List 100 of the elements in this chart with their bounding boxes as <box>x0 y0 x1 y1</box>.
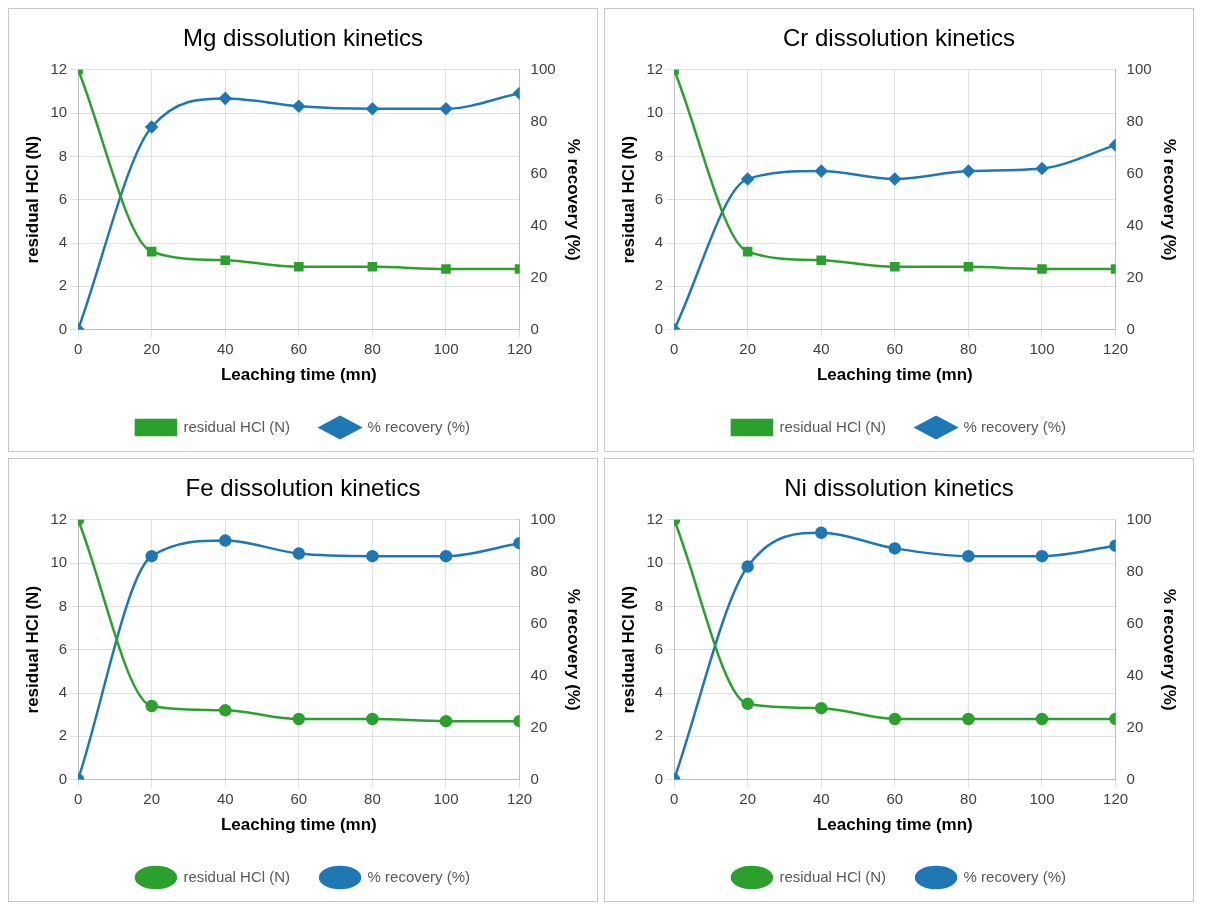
point <box>1035 549 1049 563</box>
x-axis-title: Leaching time (mn) <box>220 365 377 385</box>
y-tick-label: 0 <box>654 769 664 787</box>
y-tick-label: 8 <box>58 596 68 614</box>
y-tick-label: 6 <box>58 189 68 207</box>
point <box>816 255 827 266</box>
x-tick-label: 0 <box>669 339 679 357</box>
point <box>439 102 453 116</box>
point <box>145 120 158 134</box>
x-tick-label: 20 <box>143 339 161 357</box>
y2-tick-label: 80 <box>530 561 548 579</box>
x-tick-label: 40 <box>216 789 234 807</box>
x-tick-label: 40 <box>812 789 830 807</box>
y2-tick-label: 60 <box>1126 163 1144 181</box>
y-tick-label: 2 <box>58 276 68 294</box>
x-tick-label: 80 <box>960 789 977 807</box>
point <box>294 262 304 272</box>
point <box>439 714 453 728</box>
x-tick-label: 60 <box>290 789 308 807</box>
y2-tick-label: 40 <box>530 215 548 233</box>
point <box>888 712 902 726</box>
x-tick-label: 60 <box>290 339 308 357</box>
y2-tick-label: 60 <box>1126 613 1144 631</box>
y-tick-label: 10 <box>50 103 68 121</box>
x-tick-label: 0 <box>669 789 679 807</box>
y-tick-label: 4 <box>654 233 664 251</box>
y-tick-label: 10 <box>50 553 68 571</box>
y-tick-label: 6 <box>654 189 664 207</box>
x-tick-label: 120 <box>507 339 533 357</box>
x-tick-label: 120 <box>1103 789 1129 807</box>
y2-axis-title: % recovery (%) <box>1160 588 1180 711</box>
point <box>219 92 232 105</box>
chart-title: Cr dissolution kinetics <box>782 24 1016 52</box>
y-tick-label: 12 <box>50 509 68 527</box>
point <box>366 102 379 116</box>
y-tick-label: 0 <box>654 319 664 337</box>
x-tick-label: 80 <box>364 789 381 807</box>
y2-tick-label: 40 <box>1126 215 1144 233</box>
legend-label: residual HCl (N) <box>779 867 887 885</box>
x-tick-label: 60 <box>886 789 904 807</box>
y2-tick-label: 20 <box>530 717 548 735</box>
y-tick-label: 8 <box>58 146 68 164</box>
y-tick-label: 4 <box>58 233 68 251</box>
y-tick-label: 2 <box>654 276 664 294</box>
point <box>145 699 158 713</box>
x-tick-label: 100 <box>433 339 459 357</box>
legend-label: % recovery (%) <box>963 417 1067 435</box>
point <box>963 262 974 272</box>
point <box>292 712 306 726</box>
chart-title: Ni dissolution kinetics <box>784 474 1014 502</box>
x-tick-label: 60 <box>886 339 904 357</box>
legend-label: % recovery (%) <box>367 417 471 435</box>
point <box>962 549 975 563</box>
y2-tick-label: 80 <box>1126 561 1144 579</box>
x-tick-label: 120 <box>507 789 533 807</box>
y-axis-title: residual HCl (N) <box>22 135 42 264</box>
y2-axis-title: % recovery (%) <box>1160 138 1180 261</box>
y2-tick-label: 80 <box>1126 111 1144 129</box>
point <box>742 246 753 257</box>
legend-label: residual HCl (N) <box>779 417 887 435</box>
y-tick-label: 0 <box>58 769 68 787</box>
y-tick-label: 2 <box>58 726 68 744</box>
point <box>815 701 828 715</box>
x-tick-label: 0 <box>73 339 83 357</box>
point <box>366 549 379 563</box>
y2-axis-title: % recovery (%) <box>564 138 584 261</box>
point <box>1035 162 1049 175</box>
y-tick-label: 6 <box>58 639 68 657</box>
x-tick-label: 80 <box>960 339 977 357</box>
x-tick-label: 20 <box>143 789 161 807</box>
point <box>220 255 231 266</box>
point <box>441 264 451 274</box>
x-axis-title: Leaching time (mn) <box>816 815 973 835</box>
point <box>292 99 306 113</box>
x-tick-label: 20 <box>739 789 757 807</box>
y2-tick-label: 0 <box>530 769 539 787</box>
point <box>219 534 232 547</box>
y2-tick-label: 20 <box>530 267 548 285</box>
chart-title: Mg dissolution kinetics <box>182 24 424 52</box>
y-tick-label: 12 <box>50 59 68 77</box>
x-tick-label: 120 <box>1103 339 1129 357</box>
x-tick-label: 100 <box>1029 789 1055 807</box>
y2-tick-label: 0 <box>530 319 539 337</box>
x-tick-label: 100 <box>1029 339 1055 357</box>
x-axis-title: Leaching time (mn) <box>220 815 377 835</box>
legend-label: % recovery (%) <box>367 867 471 885</box>
y2-tick-label: 0 <box>1126 769 1135 787</box>
y2-tick-label: 20 <box>1126 267 1144 285</box>
point <box>741 560 754 573</box>
y-tick-label: 0 <box>58 319 68 337</box>
point <box>146 246 157 257</box>
legend-label: % recovery (%) <box>963 867 1067 885</box>
y2-tick-label: 0 <box>1126 319 1135 337</box>
y2-tick-label: 80 <box>530 111 548 129</box>
y-tick-label: 8 <box>654 146 664 164</box>
point <box>292 547 306 560</box>
y2-axis-title: % recovery (%) <box>564 588 584 711</box>
x-axis-title: Leaching time (mn) <box>816 365 973 385</box>
chart-title: Fe dissolution kinetics <box>185 474 421 502</box>
y-axis-title: residual HCl (N) <box>618 585 638 714</box>
